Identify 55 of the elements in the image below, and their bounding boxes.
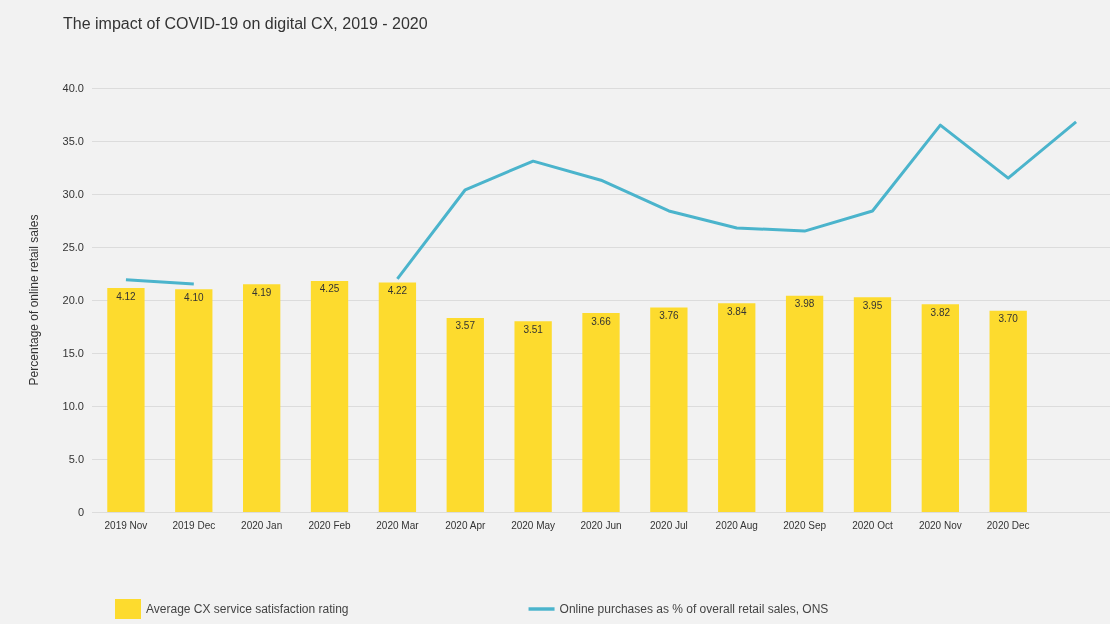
x-tick-label: 2020 Apr: [445, 519, 486, 531]
bar: [650, 307, 688, 512]
y-axis-title: Percentage of online retail sales: [27, 214, 41, 386]
data-label: 4.25: [319, 283, 340, 295]
bar: [175, 289, 213, 512]
x-tick-label: 2020 Mar: [376, 519, 420, 531]
x-tick-label: 2020 Jul: [649, 519, 688, 531]
y-tick-label: 0: [77, 506, 84, 518]
bar: [853, 297, 892, 512]
bar: [310, 280, 349, 512]
x-tick-label: 2020 Nov: [918, 519, 962, 531]
y-tick-label: 15.0: [62, 347, 84, 359]
data-label: 3.95: [862, 299, 883, 311]
bar: [107, 288, 145, 512]
y-tick-label: 25.0: [62, 241, 84, 253]
x-tick-label: 2020 Oct: [852, 519, 893, 531]
data-label: 3.66: [591, 315, 612, 327]
bar: [718, 303, 756, 512]
x-tick-label: 2019 Nov: [104, 519, 148, 531]
data-label: 3.57: [455, 320, 476, 332]
bar: [785, 295, 824, 512]
bar: [243, 284, 281, 512]
legend-label: Online purchases as % of overall retail sales, ONS: [559, 602, 829, 616]
data-label: 4.12: [116, 290, 137, 302]
data-label: 4.22: [387, 285, 408, 297]
y-tick-label: 20.0: [62, 294, 84, 306]
x-tick-label: 2020 Feb: [308, 519, 352, 531]
legend-label: Average CX service satisfaction rating: [146, 602, 349, 616]
data-label: 3.76: [659, 310, 680, 322]
bar: [989, 310, 1027, 512]
data-label: 3.51: [523, 323, 544, 335]
data-label: 3.70: [998, 313, 1019, 325]
bar: [446, 317, 484, 512]
data-label: 3.82: [930, 306, 951, 318]
x-tick-label: 2020 Dec: [986, 519, 1030, 531]
x-tick-label: 2020 Jan: [241, 519, 283, 531]
x-tick-label: 2020 Aug: [715, 519, 758, 531]
x-tick-label: 2020 Sep: [783, 519, 827, 531]
bar: [378, 282, 417, 512]
data-label: 3.84: [727, 305, 747, 317]
chart-title: The impact of COVID-19 on digital CX, 2019 - 2020: [63, 14, 428, 32]
x-tick-label: 2020 Jun: [580, 519, 622, 531]
x-tick-label: 2020 May: [511, 519, 556, 531]
y-tick-label: 35.0: [62, 135, 84, 147]
bar: [921, 304, 959, 512]
data-label: 4.19: [251, 286, 272, 298]
data-label: 3.98: [794, 298, 815, 310]
y-tick-label: 5.0: [68, 453, 84, 465]
data-label: 4.10: [184, 291, 204, 303]
y-tick-label: 40.0: [62, 82, 84, 94]
y-tick-label: 30.0: [62, 188, 84, 200]
y-tick-label: 10.0: [62, 400, 84, 412]
bar: [582, 313, 620, 512]
x-tick-label: 2019 Dec: [172, 519, 216, 531]
bar: [514, 321, 552, 512]
